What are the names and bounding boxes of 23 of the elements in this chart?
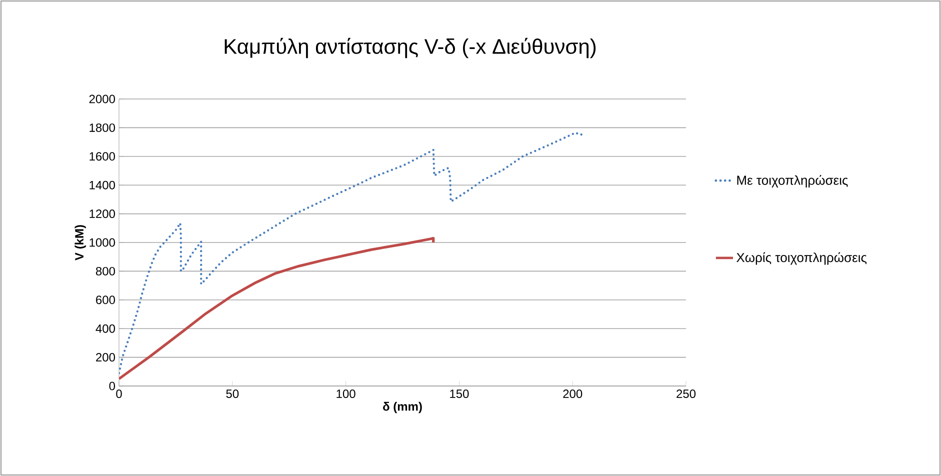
x-tick-label: 50	[226, 390, 239, 398]
y-tick-label: 1000	[90, 238, 115, 247]
y-tick-label: 400	[96, 324, 115, 333]
y-tick-label: 1800	[90, 123, 115, 132]
y-tick-label: 2000	[89, 94, 115, 104]
y-tick-label: 0	[109, 382, 116, 390]
y-tick-label: 600	[96, 296, 115, 304]
y-tick-label: 1200	[90, 210, 115, 218]
y-tick-label: 1400	[90, 180, 115, 190]
x-tick-label: 250	[676, 390, 696, 398]
legend-label: Χωρίς τοιχοπληρώσεις	[736, 252, 867, 265]
y-tick-label: 200	[96, 353, 115, 362]
chart-title: Καμπύλη αντίστασης V-δ (-x Διεύθυνση)	[224, 38, 596, 58]
x-tick-label: 0	[116, 390, 122, 398]
y-tick-label: 800	[96, 266, 115, 276]
x-tick-label: 100	[336, 390, 356, 398]
y-axis-title: V (kM)	[74, 225, 86, 260]
x-axis-title: δ (mm)	[383, 402, 422, 414]
legend-label: Με τοιχοπληρώσεις	[737, 174, 848, 188]
x-tick-label: 200	[563, 390, 582, 398]
line-series	[119, 236, 435, 380]
x-tick-label: 150	[450, 390, 469, 398]
y-tick-label: 1600	[90, 152, 115, 161]
